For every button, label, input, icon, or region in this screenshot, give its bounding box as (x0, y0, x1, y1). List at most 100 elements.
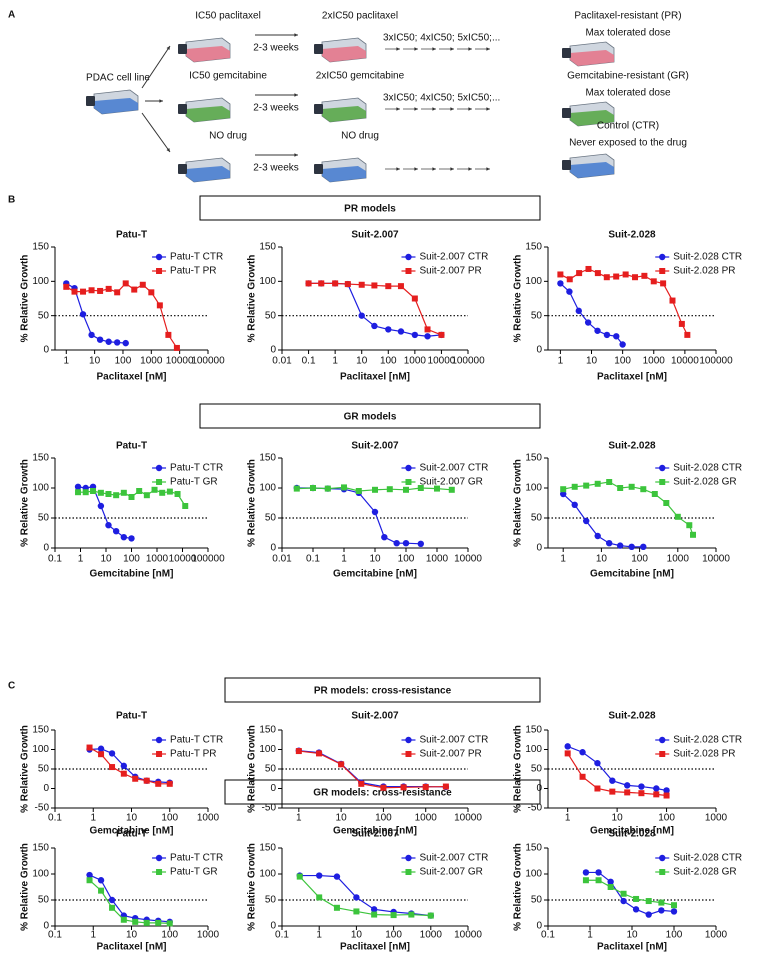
data-point (90, 488, 97, 494)
data-point (585, 265, 592, 272)
section-box (224, 779, 541, 805)
flask-liquid (322, 166, 366, 182)
data-point (442, 783, 449, 790)
data-point (658, 899, 665, 906)
x-tick-label: 100 (631, 554, 648, 565)
section-title: GR models: cross-resistance (313, 788, 452, 799)
data-point (98, 751, 105, 758)
data-point (79, 311, 87, 318)
data-point (560, 490, 567, 498)
x-tick-label: 100 (658, 813, 675, 824)
legend-label: Suit-2.028 GR (673, 867, 736, 878)
legend-label: Patu-T CTR (170, 463, 223, 474)
data-point (607, 884, 614, 890)
arrow-head (432, 167, 436, 171)
chart-title: Suit-2.007 (351, 230, 399, 241)
y-axis-label: % Relative Growth (247, 843, 258, 931)
legend-marker (659, 869, 666, 875)
arrow-head (468, 167, 472, 171)
data-point (650, 278, 657, 285)
data-point (380, 784, 387, 791)
arrow-head (414, 107, 418, 111)
arrow-head (450, 107, 454, 111)
legend-marker (405, 869, 412, 875)
data-point (136, 488, 143, 494)
y-tick-label: 0 (43, 783, 49, 794)
x-tick-label: 1000 (415, 813, 438, 824)
next-label: 2xIC50 paclitaxel (322, 11, 398, 22)
arrow-head (294, 153, 298, 157)
arrow-head (450, 167, 454, 171)
data-point (557, 271, 564, 278)
x-tick-label: 10 (89, 356, 101, 367)
data-point (606, 479, 613, 485)
x-tick-label: 100 (123, 554, 140, 565)
x-tick-label: 10 (126, 930, 138, 941)
data-point (159, 489, 166, 496)
x-tick-label: 100000 (451, 356, 485, 367)
flask-cap (178, 164, 187, 174)
data-point (622, 271, 629, 278)
x-tick-label: 100 (115, 356, 132, 367)
legend-label: Suit-2.028 CTR (673, 735, 742, 746)
x-tick-label: 10 (126, 813, 138, 824)
legend-marker (405, 479, 412, 485)
escalation-label: 3xIC50; 4xIC50; 5xIC50;... (383, 93, 500, 104)
data-point (370, 906, 378, 913)
data-point (132, 918, 139, 925)
x-axis-label: Paclitaxel [nM] (340, 942, 410, 953)
y-tick-label: 100 (525, 869, 542, 880)
data-point (128, 535, 135, 542)
data-point (397, 283, 404, 290)
data-point (122, 339, 129, 347)
y-tick-label: 150 (259, 453, 276, 464)
section-title: PR models: cross-resistance (314, 686, 452, 697)
y-tick-label: 0 (536, 783, 542, 794)
y-tick-label: 150 (32, 843, 49, 854)
y-tick-label: 0 (270, 345, 276, 356)
y-tick-label: 0 (270, 921, 276, 932)
data-point (108, 896, 116, 904)
arrow (141, 45, 171, 89)
data-point (411, 295, 418, 302)
chart-title: Suit-2.007 (351, 711, 399, 722)
y-tick-label: 50 (38, 764, 50, 775)
data-point (663, 792, 670, 799)
data-point (594, 532, 601, 540)
y-tick-label: 50 (531, 513, 543, 524)
x-tick-label: 1000 (420, 930, 443, 941)
data-point (97, 877, 105, 884)
x-tick-label: 1 (332, 356, 338, 367)
y-tick-label: 50 (265, 310, 277, 321)
data-point (390, 912, 397, 919)
y-tick-label: 150 (259, 242, 276, 253)
x-tick-label: 0.1 (48, 813, 62, 824)
x-tick-label: 10000 (702, 554, 730, 565)
legend-marker (405, 751, 412, 757)
y-tick-label: 100 (525, 744, 542, 755)
data-point (684, 331, 691, 338)
result-label: Gemcitabine-resistant (GR) (567, 71, 689, 82)
flask (178, 157, 231, 183)
chart-title: Patu-T (116, 230, 147, 241)
data-point (305, 280, 312, 287)
flask-cap (314, 104, 323, 114)
flask-cap (178, 104, 187, 114)
arrow-head (294, 93, 298, 97)
y-tick-label: 50 (265, 764, 277, 775)
x-tick-label: 0.1 (275, 930, 289, 941)
y-axis-label: % Relative Growth (513, 725, 524, 813)
arrow-head (396, 47, 400, 51)
data-point (438, 331, 445, 338)
y-tick-label: 150 (259, 725, 276, 736)
data-point (113, 339, 121, 346)
data-point (609, 788, 616, 795)
data-point (624, 789, 631, 796)
data-point (148, 289, 155, 296)
legend-label: Suit-2.007 CTR (419, 252, 488, 263)
data-point (96, 336, 104, 343)
data-point (97, 489, 104, 496)
x-axis-label: Paclitaxel [nM] (597, 372, 667, 383)
data-point (105, 522, 112, 529)
